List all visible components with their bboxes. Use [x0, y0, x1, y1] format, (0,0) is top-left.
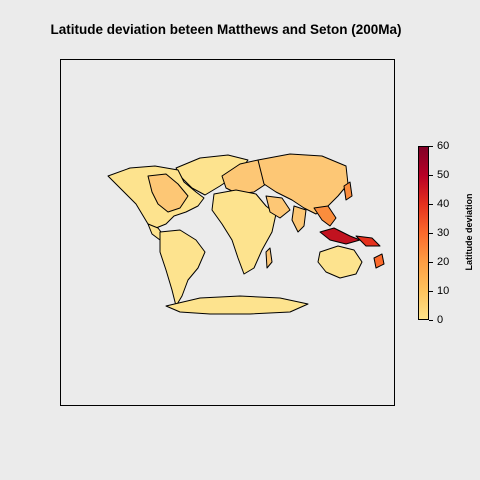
- japan: [343, 181, 353, 201]
- north-america-east: [147, 173, 189, 213]
- legend-tick: [429, 233, 433, 234]
- southeast-asia: [313, 205, 337, 227]
- madagascar: [265, 247, 273, 269]
- legend-tick-label: 40: [437, 198, 450, 210]
- australia: [317, 245, 363, 279]
- legend-tick-label: 30: [437, 227, 450, 239]
- chart-title: Latitude deviation beteen Matthews and S…: [50, 22, 402, 37]
- legend-tick-label: 10: [437, 285, 450, 297]
- new-zealand: [373, 253, 385, 269]
- legend-title: Latitude deviation: [464, 193, 474, 271]
- antarctica: [165, 295, 309, 315]
- legend-tick: [429, 291, 433, 292]
- legend-tick-label: 20: [437, 256, 450, 268]
- legend-tick: [429, 320, 433, 321]
- legend-tick: [429, 175, 433, 176]
- legend-tick-label: 60: [437, 140, 450, 152]
- legend-tick: [429, 204, 433, 205]
- legend-tick-label: 50: [437, 169, 450, 181]
- indonesia: [319, 227, 361, 245]
- new-guinea: [355, 235, 381, 247]
- legend-tick-label: 0: [437, 314, 444, 326]
- arabia: [265, 195, 291, 219]
- india: [291, 205, 307, 233]
- africa: [211, 189, 277, 275]
- south-america: [159, 229, 206, 307]
- legend-color-bar: [418, 146, 429, 320]
- legend-tick: [429, 146, 433, 147]
- legend-tick: [429, 262, 433, 263]
